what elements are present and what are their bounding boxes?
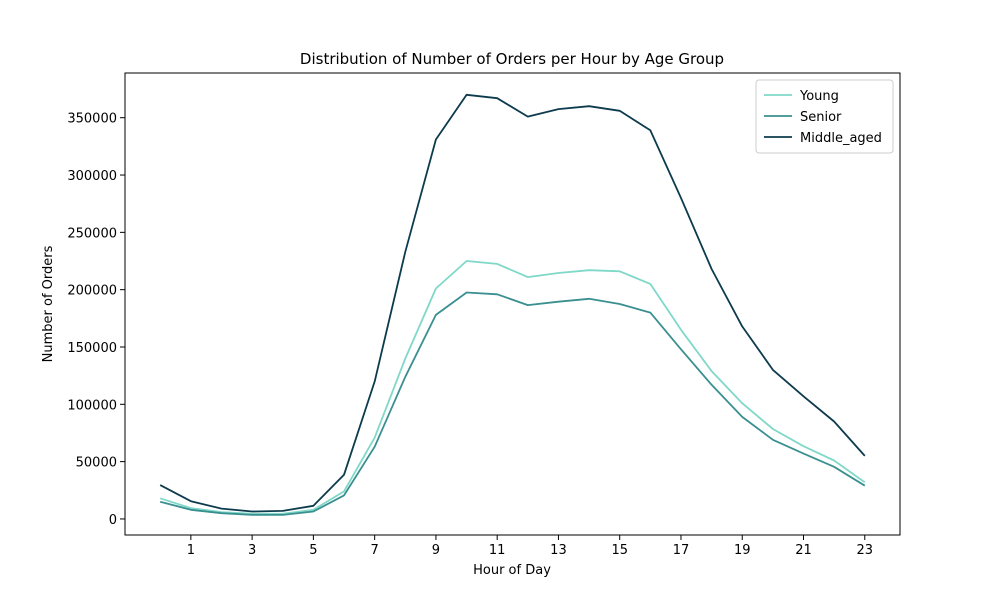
y-tick-label: 200000 bbox=[67, 284, 117, 299]
y-axis-label: Number of Orders bbox=[41, 245, 56, 362]
x-tick-label: 1 bbox=[187, 543, 195, 558]
y-tick-label: 250000 bbox=[67, 226, 117, 241]
x-tick-label: 21 bbox=[795, 543, 812, 558]
y-tick-label: 150000 bbox=[67, 341, 117, 356]
x-tick-label: 15 bbox=[611, 543, 628, 558]
y-tick-label: 50000 bbox=[76, 456, 117, 471]
x-axis-label: Hour of Day bbox=[473, 563, 551, 578]
y-tick-label: 300000 bbox=[67, 169, 117, 184]
x-axis: 1 3 5 7 9 11 13 15 17 19 21 23 bbox=[187, 535, 873, 558]
legend: Young Senior Middle_aged bbox=[755, 79, 894, 154]
x-tick-label: 17 bbox=[673, 543, 690, 558]
x-tick-label: 3 bbox=[248, 543, 256, 558]
series-lines bbox=[159, 93, 866, 516]
y-tick-label: 100000 bbox=[67, 398, 117, 413]
chart-title: Distribution of Number of Orders per Hou… bbox=[300, 50, 724, 68]
series-line-senior bbox=[159, 291, 866, 516]
y-tick-label: 350000 bbox=[67, 112, 117, 127]
x-tick-label: 23 bbox=[856, 543, 873, 558]
x-tick-label: 11 bbox=[489, 543, 506, 558]
x-tick-label: 13 bbox=[550, 543, 567, 558]
legend-label: Senior bbox=[800, 110, 842, 125]
x-tick-label: 19 bbox=[734, 543, 751, 558]
series-line-young bbox=[159, 260, 866, 515]
series-line-middle-aged bbox=[159, 93, 866, 513]
x-tick-label: 5 bbox=[309, 543, 317, 558]
x-tick-label: 9 bbox=[432, 543, 440, 558]
y-tick-label: 0 bbox=[109, 513, 117, 528]
plot-area bbox=[124, 72, 901, 536]
legend-box bbox=[755, 79, 894, 154]
y-axis: 0 50000 100000 150000 200000 250000 300000 3500… bbox=[67, 112, 125, 528]
x-tick-label: 7 bbox=[371, 543, 379, 558]
legend-label: Middle_aged bbox=[800, 131, 882, 146]
legend-label: Young bbox=[799, 89, 839, 104]
